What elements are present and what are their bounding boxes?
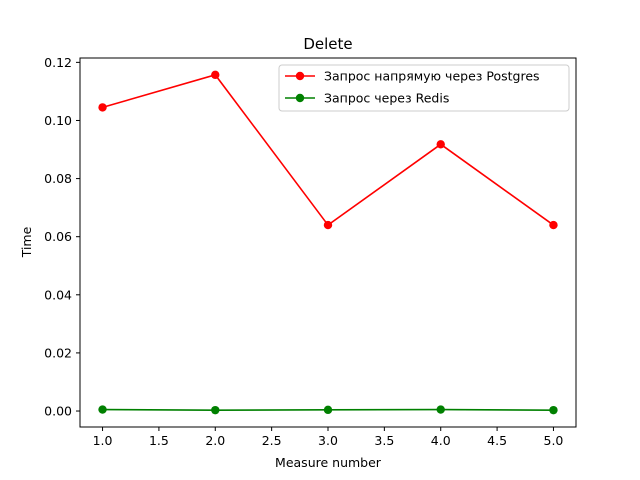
x-tick-label: 2.0 xyxy=(205,433,225,448)
series-1 xyxy=(98,70,558,230)
legend: Запрос напрямую через Postgres Запрос чер… xyxy=(278,64,570,112)
y-tick-label: 0.06 xyxy=(44,229,72,244)
data-point xyxy=(211,405,220,415)
x-tick-label: 1.5 xyxy=(149,433,169,448)
y-tick-label: 0.02 xyxy=(44,345,72,360)
x-axis: 1.0 1.5 2.0 2.5 3.0 3.5 4.0 4.5 5.0 xyxy=(93,427,564,448)
data-point xyxy=(549,405,558,415)
x-tick-label: 5.0 xyxy=(544,433,564,448)
data-point xyxy=(436,405,445,414)
legend-entry: Запрос через Redis xyxy=(285,91,449,106)
x-axis-label: Measure number xyxy=(275,455,382,470)
data-point xyxy=(211,70,220,80)
y-tick-label: 0.10 xyxy=(44,113,72,128)
series-2 xyxy=(98,405,558,415)
data-point xyxy=(549,220,558,230)
y-tick-label: 0.08 xyxy=(44,171,72,186)
x-tick-label: 4.0 xyxy=(431,433,451,448)
chart-title: Delete xyxy=(303,35,352,53)
y-tick-label: 0.04 xyxy=(44,287,72,302)
y-axis-label: Time xyxy=(19,226,34,258)
legend-label: Запрос через Redis xyxy=(324,91,449,106)
y-tick-label: 0.00 xyxy=(44,404,72,419)
x-tick-label: 3.5 xyxy=(374,433,394,448)
x-tick-label: 1.0 xyxy=(93,433,113,448)
data-point xyxy=(323,405,333,415)
legend-label: Запрос напрямую через Postgres xyxy=(324,69,540,84)
y-tick-label: 0.12 xyxy=(44,55,72,70)
data-point xyxy=(436,140,445,149)
data-point xyxy=(323,220,333,230)
y-axis: 0.00 0.02 0.04 0.06 0.08 0.10 0.12 xyxy=(44,55,80,419)
legend-box xyxy=(278,64,570,112)
x-tick-label: 2.5 xyxy=(262,433,282,448)
legend-marker xyxy=(295,71,305,81)
series-layer xyxy=(98,70,558,415)
data-point xyxy=(98,405,107,414)
x-tick-label: 3.0 xyxy=(318,433,338,448)
data-point xyxy=(98,103,107,112)
x-tick-label: 4.5 xyxy=(487,433,507,448)
legend-entry: Запрос напрямую через Postgres xyxy=(285,69,540,84)
legend-marker xyxy=(295,93,305,103)
